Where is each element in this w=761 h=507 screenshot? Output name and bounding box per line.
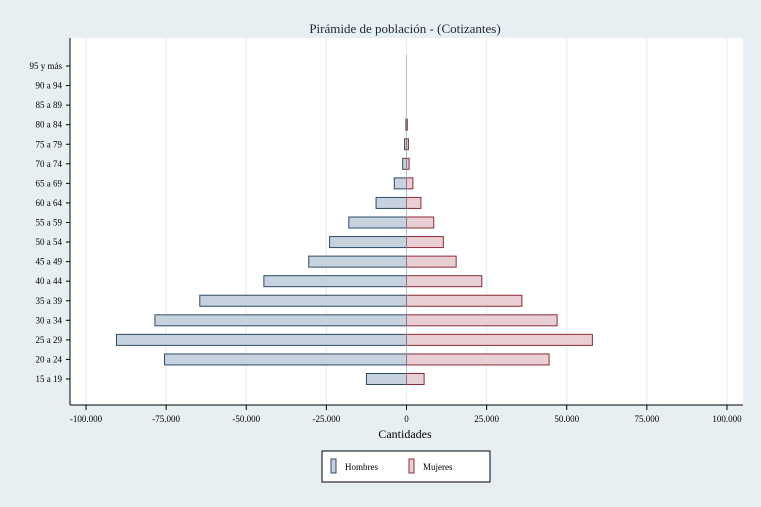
y-tick-label: 85 a 89 — [36, 100, 63, 110]
bar-hombres-7 — [375, 196, 407, 209]
y-tick-label: 70 a 74 — [36, 159, 63, 169]
y-tick-label: 30 a 34 — [36, 315, 63, 325]
bar-mujeres-13 — [406, 314, 558, 327]
x-tick-label: -75.000 — [152, 414, 180, 424]
bar-mujeres-5 — [406, 157, 410, 170]
x-tick-label: 0 — [404, 414, 409, 424]
y-tick-label: 65 a 69 — [36, 178, 63, 188]
bar-hombres-8 — [348, 216, 408, 229]
legend-box — [321, 450, 491, 483]
legend-swatch-hombres — [330, 458, 337, 474]
bar-hombres-11 — [263, 275, 407, 288]
bar-mujeres-9 — [406, 236, 444, 249]
bar-mujeres-10 — [406, 255, 457, 268]
bar-mujeres-6 — [406, 177, 414, 190]
x-tick-label: 50.000 — [554, 414, 579, 424]
axes: -100.000 -75.000 -50.000 -25.000 0 25.000 50.0… — [30, 38, 743, 424]
bar-hombres-6 — [393, 177, 407, 190]
x-tick-label: -25.000 — [313, 414, 341, 424]
bar-mujeres-16 — [406, 373, 425, 385]
bars — [115, 55, 593, 385]
y-tick-label: 80 a 84 — [36, 120, 63, 130]
y-tick-label: 40 a 44 — [36, 276, 63, 286]
bar-mujeres-12 — [406, 294, 523, 307]
x-tick-label: 25.000 — [474, 414, 499, 424]
legend-label-hombres: Hombres — [345, 462, 378, 472]
bar-mujeres-15 — [406, 353, 550, 366]
y-tick-label: 35 a 39 — [36, 296, 63, 306]
chart-title: Pirámide de población - (Cotizantes) — [309, 21, 500, 36]
legend-swatch-mujeres — [408, 458, 415, 474]
y-tick-label: 25 a 29 — [36, 335, 63, 345]
bar-mujeres-8 — [406, 216, 435, 229]
bar-hombres-16 — [365, 373, 408, 385]
y-tick-label: 45 a 49 — [36, 257, 63, 267]
y-tick-label: 95 y más — [30, 61, 63, 71]
y-tick-label: 60 a 64 — [36, 198, 63, 208]
x-tick-label: 100.000 — [712, 414, 742, 424]
x-tick-label: -50.000 — [232, 414, 260, 424]
bar-hombres-10 — [308, 255, 407, 268]
bar-hombres-5 — [402, 157, 408, 170]
bar-mujeres-7 — [406, 196, 422, 209]
legend-label-mujeres: Mujeres — [423, 462, 453, 472]
x-tick-label: 75.000 — [634, 414, 659, 424]
y-tick-label: 75 a 79 — [36, 139, 63, 149]
bar-hombres-14 — [115, 333, 407, 346]
bar-hombres-9 — [329, 236, 408, 249]
y-tick-label: 90 a 94 — [36, 81, 63, 91]
y-tick-label: 55 a 59 — [36, 218, 63, 228]
y-tick-label: 50 a 54 — [36, 237, 63, 247]
bar-mujeres-14 — [406, 333, 593, 346]
x-tick-label: -100.000 — [70, 414, 103, 424]
legend: Hombres Mujeres — [321, 450, 491, 483]
bar-hombres-13 — [154, 314, 407, 327]
bar-mujeres-11 — [406, 275, 483, 288]
x-axis-label: Cantidades — [378, 427, 432, 441]
bar-hombres-15 — [164, 353, 407, 366]
y-tick-label: 15 a 19 — [36, 374, 63, 384]
bar-hombres-12 — [199, 294, 407, 307]
y-tick-label: 20 a 24 — [36, 354, 63, 364]
